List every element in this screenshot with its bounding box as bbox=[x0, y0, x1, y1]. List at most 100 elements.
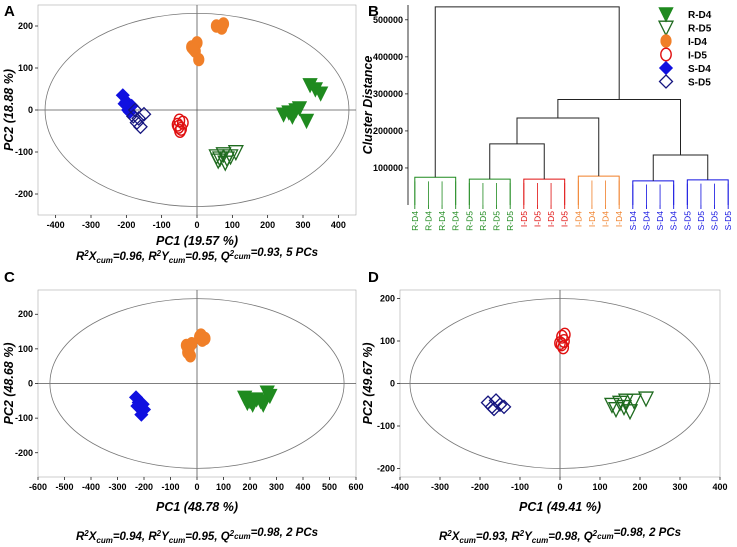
x-tick-label: 0 bbox=[557, 482, 562, 492]
scatter-panel-d: -400 -300 -200 -100 0 100 200 300 400 -200 -100 0 10… bbox=[361, 289, 728, 514]
x-tick-label: 300 bbox=[672, 482, 687, 492]
model-stats: R2Xcum=0.94, R2Ycum=0.95, Q2cum=0.98, 2 … bbox=[76, 527, 318, 545]
series-i-d5 bbox=[554, 327, 571, 355]
data-point bbox=[172, 119, 185, 134]
legend-label: R-D4 bbox=[688, 10, 712, 21]
y-tick-label: 400000 bbox=[373, 52, 403, 62]
series-r-d4 bbox=[275, 78, 329, 130]
legend-label: S-D4 bbox=[688, 64, 711, 75]
leaf-label: R-D4 bbox=[423, 211, 433, 231]
series-s-d5 bbox=[480, 393, 512, 417]
legend-marker bbox=[658, 74, 674, 89]
x-tick-label: 200 bbox=[260, 220, 275, 230]
legend-label: R-D5 bbox=[688, 24, 712, 35]
leaf-label: I-D5 bbox=[546, 211, 556, 227]
x-tick-label: 300 bbox=[295, 220, 310, 230]
legend-marker bbox=[658, 60, 674, 76]
data-point bbox=[210, 153, 227, 170]
x-axis-label: PC1 (49.41 %) bbox=[519, 500, 601, 514]
leaf-label: S-D5 bbox=[696, 211, 706, 231]
data-point bbox=[492, 397, 508, 413]
x-tick-label: 0 bbox=[194, 220, 199, 230]
x-axis-label: PC1 (48.78 %) bbox=[156, 500, 238, 514]
data-point bbox=[215, 147, 232, 164]
dendrogram-link bbox=[516, 117, 600, 177]
y-tick-label: 0 bbox=[28, 105, 33, 115]
data-point bbox=[117, 96, 132, 111]
panel-letter-d: D bbox=[368, 269, 379, 286]
data-point bbox=[486, 401, 502, 417]
x-tick-label: -100 bbox=[161, 482, 179, 492]
dendrogram-link bbox=[632, 180, 675, 205]
leaf-label: I-D4 bbox=[587, 211, 597, 227]
leaf-label: S-D5 bbox=[710, 211, 720, 231]
x-tick-label: 100 bbox=[216, 482, 231, 492]
legend-label: I-D5 bbox=[688, 51, 707, 62]
leaf-label: S-D4 bbox=[628, 211, 638, 231]
x-tick-label: -300 bbox=[82, 220, 100, 230]
legend-label: I-D4 bbox=[688, 37, 707, 48]
dendrogram-panel-b: 100000 200000 300000 400000 500000 Cluster Di… bbox=[361, 5, 733, 231]
leaf-label: S-D4 bbox=[641, 211, 651, 231]
scatter-panel-c: -600 -500 -400 -300 -200 -100 0 100 200 300 400 500… bbox=[2, 289, 364, 514]
data-point bbox=[555, 337, 568, 352]
hotelling-ellipse bbox=[409, 298, 711, 469]
dendrogram-link bbox=[652, 154, 709, 181]
data-point bbox=[625, 393, 643, 410]
hotelling-ellipse bbox=[44, 13, 350, 207]
x-tick-label: 100 bbox=[592, 482, 607, 492]
legend-label: S-D5 bbox=[688, 78, 711, 89]
y-axis-label: PC2 (18.88 %) bbox=[2, 69, 16, 151]
x-tick-label: -100 bbox=[511, 482, 529, 492]
data-point bbox=[135, 397, 150, 412]
data-point bbox=[193, 52, 205, 67]
leaf-label: R-D4 bbox=[451, 211, 461, 231]
data-point bbox=[284, 109, 301, 125]
legend-marker bbox=[658, 7, 674, 23]
data-point bbox=[127, 102, 143, 118]
leaf-label: R-D5 bbox=[492, 211, 502, 231]
panel-letter-a: A bbox=[4, 3, 15, 20]
data-point bbox=[199, 331, 211, 346]
series-r-d5 bbox=[208, 145, 244, 172]
series-s-d4 bbox=[128, 390, 152, 422]
x-tick-label: -300 bbox=[431, 482, 449, 492]
x-tick-label: 400 bbox=[295, 482, 310, 492]
y-tick-label: 200000 bbox=[373, 126, 403, 136]
leaf-label: I-D5 bbox=[532, 211, 542, 227]
dendrogram-link bbox=[686, 179, 729, 205]
data-point bbox=[184, 349, 196, 363]
x-tick-label: 0 bbox=[194, 482, 199, 492]
data-point bbox=[227, 145, 244, 162]
model-stats: R2Xcum=0.96, R2Ycum=0.95, Q2cum=0.93, 5 … bbox=[76, 247, 318, 265]
leaf-label: R-D5 bbox=[505, 211, 515, 231]
legend-marker bbox=[657, 20, 675, 37]
leaf-label: R-D5 bbox=[478, 211, 488, 231]
series-r-d5 bbox=[603, 391, 655, 421]
series-i-d4 bbox=[186, 17, 230, 67]
legend-marker bbox=[660, 34, 672, 48]
dendrogram-link bbox=[468, 178, 511, 205]
data-point bbox=[615, 399, 633, 417]
y-tick-label: 100 bbox=[18, 63, 33, 73]
y-tick-label: 200 bbox=[18, 21, 33, 31]
y-tick-label: 200 bbox=[18, 309, 33, 319]
x-tick-label: 600 bbox=[348, 482, 363, 492]
dendrogram-link bbox=[414, 176, 457, 205]
data-point bbox=[217, 17, 230, 31]
x-tick-label: -300 bbox=[108, 482, 126, 492]
y-tick-label: 100 bbox=[380, 336, 395, 346]
y-axis-label: Cluster Distance bbox=[361, 56, 375, 155]
x-tick-label: -100 bbox=[153, 220, 171, 230]
y-tick-label: 0 bbox=[390, 379, 395, 389]
legend: R-D4 R-D5 I-D4 I-D5 S-D4 S-D5 bbox=[657, 7, 712, 89]
x-tick-label: 100 bbox=[225, 220, 240, 230]
leaf-label: R-D5 bbox=[464, 211, 474, 231]
y-axis-label: PC2 (48.68 %) bbox=[2, 343, 16, 425]
y-tick-label: -200 bbox=[377, 464, 395, 474]
y-tick-label: 0 bbox=[28, 379, 33, 389]
x-tick-label: -400 bbox=[47, 220, 65, 230]
data-point bbox=[298, 113, 315, 130]
x-tick-label: 300 bbox=[269, 482, 284, 492]
